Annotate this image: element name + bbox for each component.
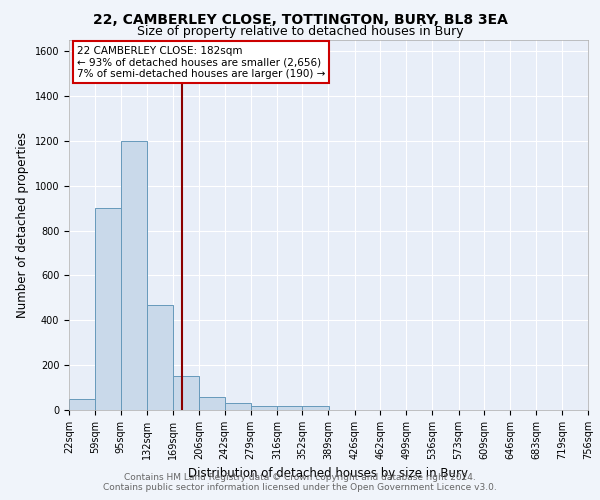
Y-axis label: Number of detached properties: Number of detached properties bbox=[16, 132, 29, 318]
Bar bbox=[147, 304, 173, 410]
Text: Size of property relative to detached houses in Bury: Size of property relative to detached ho… bbox=[137, 25, 463, 38]
Bar bbox=[224, 404, 251, 410]
Bar bbox=[69, 399, 95, 410]
Bar bbox=[95, 208, 121, 410]
Bar bbox=[277, 406, 302, 410]
Bar bbox=[121, 141, 147, 410]
Bar bbox=[251, 406, 277, 410]
Text: Contains HM Land Registry data © Crown copyright and database right 2024.
Contai: Contains HM Land Registry data © Crown c… bbox=[103, 473, 497, 492]
Text: 22 CAMBERLEY CLOSE: 182sqm
← 93% of detached houses are smaller (2,656)
7% of se: 22 CAMBERLEY CLOSE: 182sqm ← 93% of deta… bbox=[77, 46, 325, 79]
Bar bbox=[302, 406, 329, 410]
Bar bbox=[173, 376, 199, 410]
X-axis label: Distribution of detached houses by size in Bury: Distribution of detached houses by size … bbox=[188, 468, 469, 480]
Text: 22, CAMBERLEY CLOSE, TOTTINGTON, BURY, BL8 3EA: 22, CAMBERLEY CLOSE, TOTTINGTON, BURY, B… bbox=[92, 12, 508, 26]
Bar bbox=[199, 396, 224, 410]
